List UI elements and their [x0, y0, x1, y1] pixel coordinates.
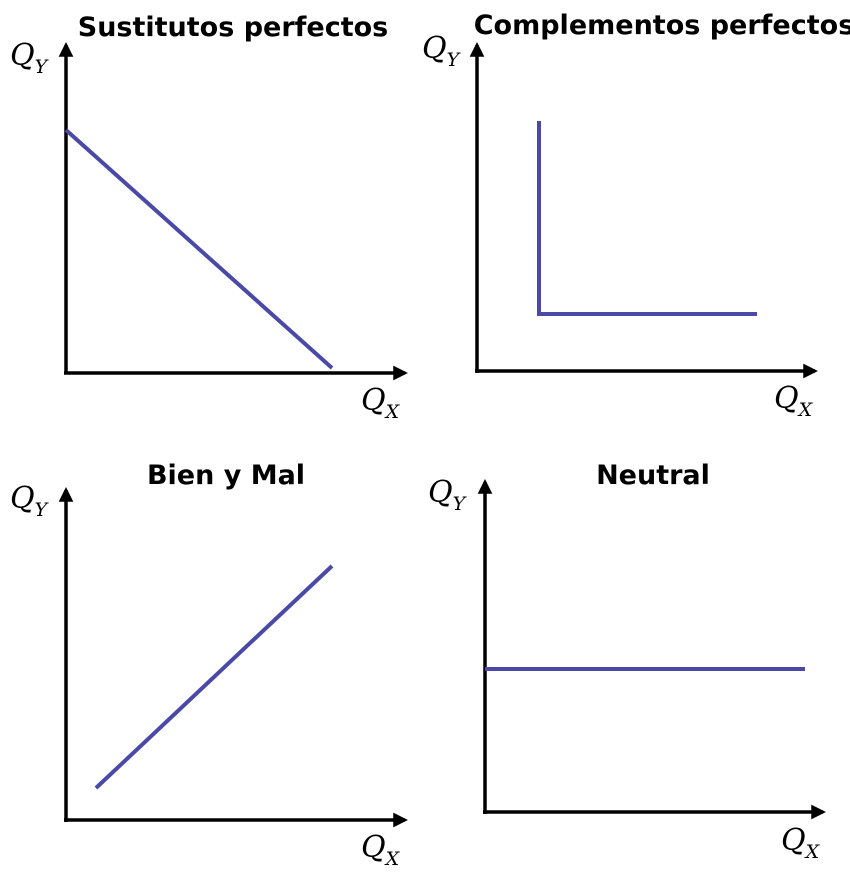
- panel-title: Complementos perfectos: [474, 10, 850, 41]
- x-axis-label: QX: [361, 830, 401, 870]
- panel-title: Sustitutos perfectos: [78, 12, 389, 43]
- indifference-curve-descending: [64, 128, 334, 370]
- panel-sustitutos-perfectos: Sustitutos perfectos QY QX: [10, 12, 408, 423]
- y-axis-label: QY: [10, 481, 50, 521]
- indifference-curve-ascending: [94, 564, 334, 790]
- panel-bien-y-mal: Bien y Mal QY QX: [10, 460, 408, 870]
- panel-neutral: Neutral QY QX: [428, 460, 826, 863]
- indifference-curve-l-shaped: [537, 121, 757, 316]
- panel-title: Bien y Mal: [147, 460, 305, 491]
- y-axis-label: QY: [428, 475, 468, 515]
- panel-complementos-perfectos: Complementos perfectos QY QX: [422, 10, 850, 421]
- x-axis-label: QX: [781, 823, 821, 863]
- x-axis-label: QX: [361, 383, 401, 423]
- x-axis-label: QX: [774, 381, 814, 421]
- y-axis-label: QY: [422, 31, 462, 71]
- y-axis-label: QY: [10, 38, 50, 78]
- panel-title: Neutral: [596, 460, 710, 491]
